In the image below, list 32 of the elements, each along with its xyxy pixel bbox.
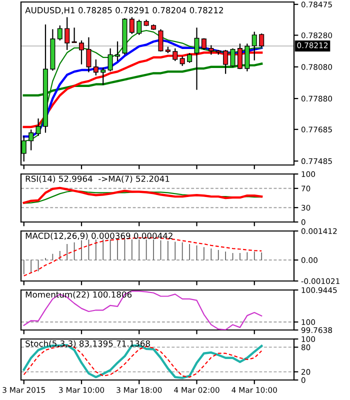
candlestick [115,40,120,62]
line-series [22,186,263,204]
line-series [23,290,262,330]
chart-title: RSI(14) 52.9964 ->MA(7) 52.2041 [26,175,170,183]
candlestick [57,24,62,42]
candlestick [100,66,106,86]
candlestick [259,32,264,48]
candlestick [208,44,214,56]
candlestick [252,31,257,61]
candlestick [28,128,34,151]
candlestick [93,58,98,76]
text: AUDUSD,H1 0.78285 0.78291 0.78204 0.78212 [25,7,223,14]
candlestick [158,28,164,52]
candlestick [86,36,92,73]
candlestick [201,38,206,51]
candlestick [64,16,70,51]
candlestick [108,48,113,72]
candlestick [244,43,250,72]
candlestick [223,49,228,74]
chart-title: MACD(12,26,9) 0.000369 0.000442 [26,232,172,240]
candlestick [172,48,178,62]
candlestick [78,40,84,65]
candlestick [136,19,142,36]
candlestick [237,43,242,70]
candlestick [187,52,192,64]
candlestick [36,118,41,136]
candlestick [230,48,236,68]
candlestick [129,16,134,35]
chart-title: Stoch(5,3,3) 83.1395 71.1368 [26,340,150,348]
candlestick [194,27,200,90]
candlestick [72,27,77,44]
candlestick [180,56,185,66]
